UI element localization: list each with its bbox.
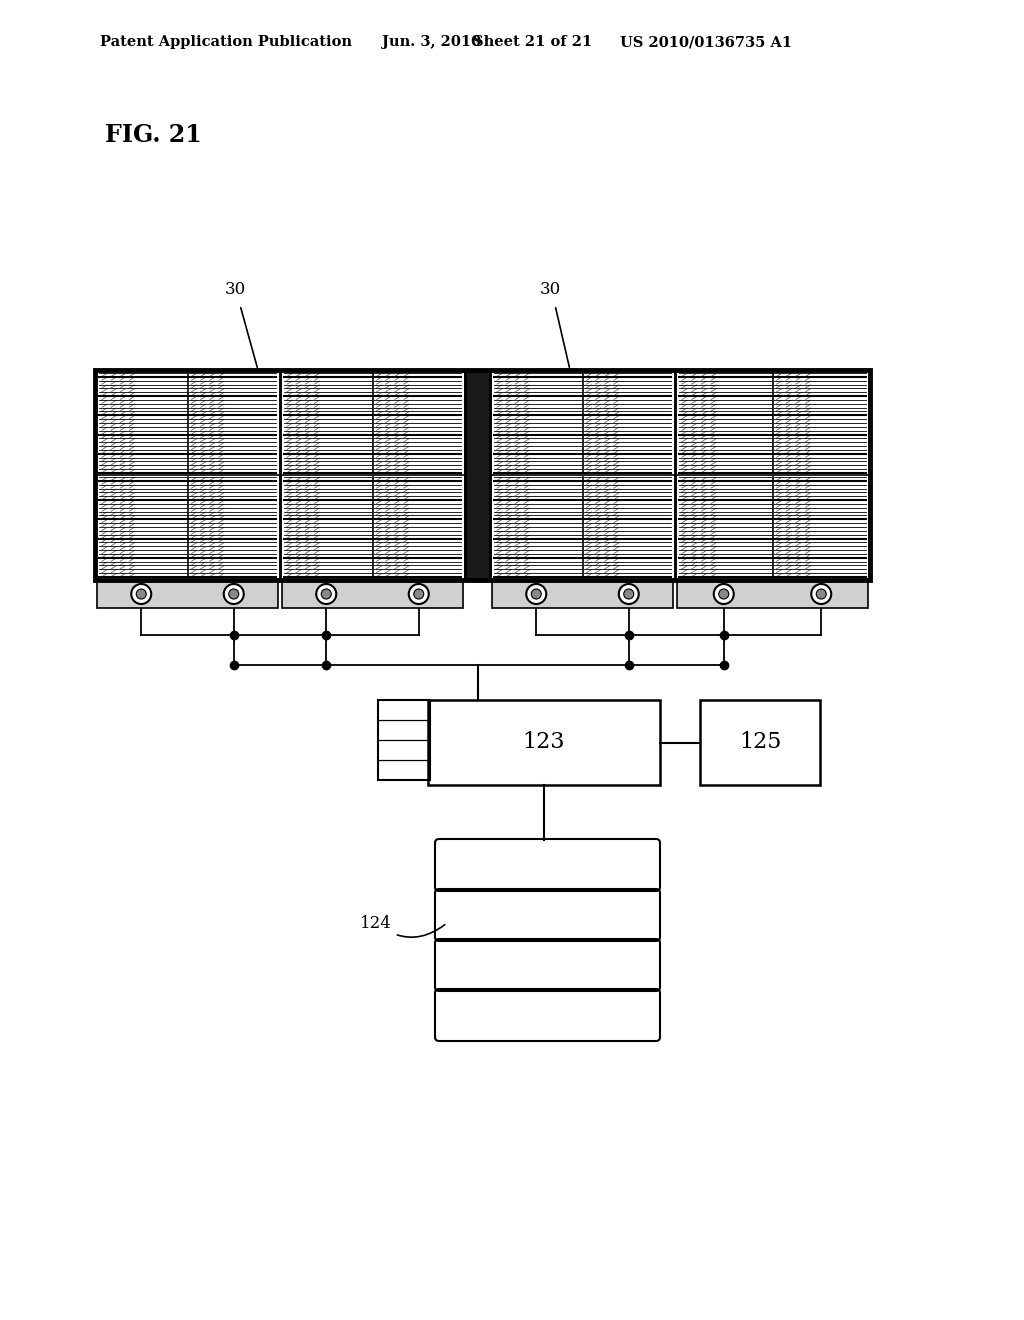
- Bar: [678, 477, 867, 577]
- Text: Patent Application Publication: Patent Application Publication: [100, 36, 352, 49]
- Bar: [378, 700, 430, 780]
- Text: 123: 123: [522, 731, 565, 754]
- Circle shape: [618, 583, 639, 605]
- Text: 30: 30: [224, 281, 246, 298]
- Circle shape: [526, 583, 546, 605]
- Circle shape: [228, 589, 239, 599]
- Bar: [492, 579, 673, 609]
- Text: 124: 124: [360, 915, 444, 937]
- Bar: [282, 579, 463, 609]
- Bar: [283, 477, 462, 577]
- Circle shape: [811, 583, 831, 605]
- Bar: [677, 579, 868, 609]
- Circle shape: [316, 583, 336, 605]
- Bar: [98, 374, 278, 473]
- Text: 125: 125: [738, 731, 781, 754]
- Bar: [675, 370, 870, 579]
- Bar: [678, 374, 867, 473]
- Text: 30: 30: [540, 281, 560, 298]
- Circle shape: [322, 589, 331, 599]
- Circle shape: [624, 589, 634, 599]
- Text: Sheet 21 of 21: Sheet 21 of 21: [473, 36, 592, 49]
- Bar: [95, 370, 280, 579]
- Bar: [428, 700, 660, 785]
- Bar: [280, 370, 465, 579]
- Bar: [283, 374, 462, 473]
- Circle shape: [816, 589, 826, 599]
- Circle shape: [409, 583, 429, 605]
- Text: FIG. 21: FIG. 21: [105, 123, 202, 147]
- Bar: [97, 579, 278, 609]
- Text: Jun. 3, 2010: Jun. 3, 2010: [382, 36, 481, 49]
- Circle shape: [714, 583, 734, 605]
- Bar: [465, 370, 490, 579]
- Bar: [700, 700, 820, 785]
- Circle shape: [414, 589, 424, 599]
- Bar: [95, 370, 870, 579]
- Bar: [493, 477, 672, 577]
- Circle shape: [719, 589, 729, 599]
- Circle shape: [136, 589, 146, 599]
- Circle shape: [531, 589, 542, 599]
- Text: US 2010/0136735 A1: US 2010/0136735 A1: [620, 36, 793, 49]
- Circle shape: [224, 583, 244, 605]
- Bar: [98, 477, 278, 577]
- Circle shape: [131, 583, 152, 605]
- Bar: [490, 370, 675, 579]
- Bar: [493, 374, 672, 473]
